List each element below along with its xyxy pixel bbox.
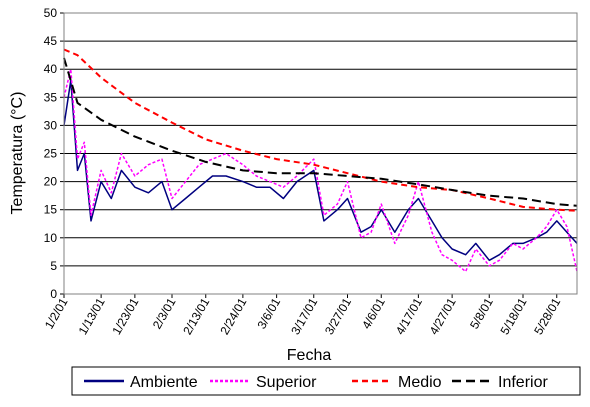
y-tick-label: 20 <box>44 175 58 189</box>
y-tick-label: 30 <box>44 118 58 132</box>
x-tick-label: 1/2/01 <box>42 295 71 331</box>
y-tick-label: 40 <box>44 62 58 76</box>
x-tick-label: 4/17/01 <box>393 295 425 337</box>
series-line-inferior <box>63 57 578 207</box>
y-tick-label: 50 <box>44 6 58 20</box>
x-tick-label: 3/17/01 <box>288 295 320 337</box>
y-tick-label: 0 <box>50 287 57 301</box>
x-tick-label: 2/3/01 <box>150 295 179 331</box>
y-tick-labels: 0 5 10 15 20 25 30 35 40 45 50 <box>44 6 58 301</box>
y-tick-label: 25 <box>44 147 58 161</box>
series-lines <box>63 48 578 273</box>
y-tick-label: 15 <box>44 203 58 217</box>
y-tick-label: 35 <box>44 90 58 104</box>
x-tick-label: 1/23/01 <box>109 295 141 337</box>
series-line-medio <box>63 48 578 212</box>
y-axis-title: Temperatura (°C) <box>9 92 26 215</box>
x-tick-label: 5/28/01 <box>531 295 563 337</box>
y-tick-label: 5 <box>50 259 57 273</box>
series-line-superior <box>63 68 578 273</box>
y-tick-label: 10 <box>44 231 58 245</box>
plot-frame <box>63 12 578 295</box>
x-tick-label: 3/6/01 <box>254 295 283 331</box>
legend-label-superior: Superior <box>256 374 317 391</box>
x-tick-label: 2/24/01 <box>217 295 249 337</box>
x-tick-label: 5/18/01 <box>497 295 529 337</box>
x-tick-label: 2/13/01 <box>180 295 212 337</box>
series-line-ambiente <box>63 79 578 262</box>
x-axis-title: Fecha <box>287 347 332 364</box>
y-tick-label: 45 <box>44 34 58 48</box>
legend-label-medio: Medio <box>398 374 442 391</box>
x-tick-label: 4/6/01 <box>359 295 388 331</box>
x-tick-labels: 1/2/01 1/13/01 1/23/01 2/3/01 2/13/01 2/24/01… <box>42 295 564 337</box>
legend-label-ambiente: Ambiente <box>130 374 198 391</box>
x-tick-label: 4/27/01 <box>427 295 459 337</box>
legend-box <box>71 366 581 396</box>
legend-label-inferior: Inferior <box>498 374 548 391</box>
legend: Ambiente Superior Medio Inferior <box>71 366 581 396</box>
x-tick-label: 3/27/01 <box>322 295 354 337</box>
x-tick-label: 1/13/01 <box>76 295 108 337</box>
x-tick-label: 5/8/01 <box>467 295 496 331</box>
